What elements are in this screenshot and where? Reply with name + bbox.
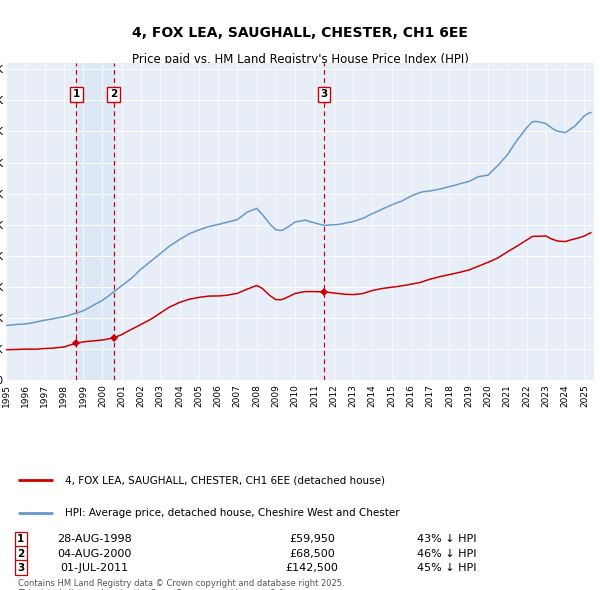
Text: 43% ↓ HPI: 43% ↓ HPI	[417, 534, 477, 544]
Text: 2015: 2015	[387, 384, 396, 407]
Text: 2014: 2014	[368, 384, 377, 407]
Text: 2018: 2018	[445, 384, 454, 407]
Text: 04-AUG-2000: 04-AUG-2000	[57, 549, 131, 559]
Text: 2022: 2022	[522, 384, 531, 407]
Text: 2001: 2001	[117, 384, 126, 407]
Text: Contains HM Land Registry data © Crown copyright and database right 2025.
This d: Contains HM Land Registry data © Crown c…	[18, 579, 344, 590]
Text: 46% ↓ HPI: 46% ↓ HPI	[417, 549, 477, 559]
Text: 1997: 1997	[40, 384, 49, 407]
Text: 2021: 2021	[503, 384, 512, 407]
Text: HPI: Average price, detached house, Cheshire West and Chester: HPI: Average price, detached house, Ches…	[65, 507, 400, 517]
Text: 28-AUG-1998: 28-AUG-1998	[57, 534, 131, 544]
Text: £142,500: £142,500	[286, 563, 338, 573]
Text: 1996: 1996	[21, 384, 30, 407]
Text: 2002: 2002	[136, 384, 145, 407]
Text: 2012: 2012	[329, 384, 338, 407]
Text: 2011: 2011	[310, 384, 319, 407]
Text: 2023: 2023	[541, 384, 550, 407]
Text: 1995: 1995	[1, 384, 11, 407]
Text: 2003: 2003	[156, 384, 165, 407]
Text: 2009: 2009	[271, 384, 280, 407]
Text: £68,500: £68,500	[289, 549, 335, 559]
Text: 1999: 1999	[79, 384, 88, 407]
Text: 2004: 2004	[175, 384, 184, 407]
Text: 2005: 2005	[194, 384, 203, 407]
Text: 2007: 2007	[233, 384, 242, 407]
Text: 2016: 2016	[406, 384, 415, 407]
Text: 2025: 2025	[580, 384, 589, 407]
Text: 4, FOX LEA, SAUGHALL, CHESTER, CH1 6EE (detached house): 4, FOX LEA, SAUGHALL, CHESTER, CH1 6EE (…	[65, 475, 385, 485]
Text: 3: 3	[17, 563, 25, 573]
Text: 45% ↓ HPI: 45% ↓ HPI	[417, 563, 477, 573]
Text: 2000: 2000	[98, 384, 107, 407]
Text: 4, FOX LEA, SAUGHALL, CHESTER, CH1 6EE: 4, FOX LEA, SAUGHALL, CHESTER, CH1 6EE	[132, 26, 468, 40]
Text: 2019: 2019	[464, 384, 473, 407]
Text: 2024: 2024	[560, 384, 569, 407]
Text: 1: 1	[73, 89, 80, 99]
Text: 2017: 2017	[425, 384, 434, 407]
Bar	[76, 63, 113, 380]
Text: 2020: 2020	[484, 384, 493, 407]
Text: 2010: 2010	[290, 384, 299, 407]
Text: 2: 2	[110, 89, 117, 99]
Text: Price paid vs. HM Land Registry's House Price Index (HPI): Price paid vs. HM Land Registry's House …	[131, 53, 469, 66]
Text: 2: 2	[17, 549, 25, 559]
Text: 3: 3	[320, 89, 328, 99]
Text: 1998: 1998	[59, 384, 68, 407]
Text: 2008: 2008	[252, 384, 261, 407]
Text: 2006: 2006	[214, 384, 223, 407]
Text: £59,950: £59,950	[289, 534, 335, 544]
Text: 1: 1	[17, 534, 25, 544]
Text: 01-JUL-2011: 01-JUL-2011	[60, 563, 128, 573]
Text: 2013: 2013	[349, 384, 358, 407]
